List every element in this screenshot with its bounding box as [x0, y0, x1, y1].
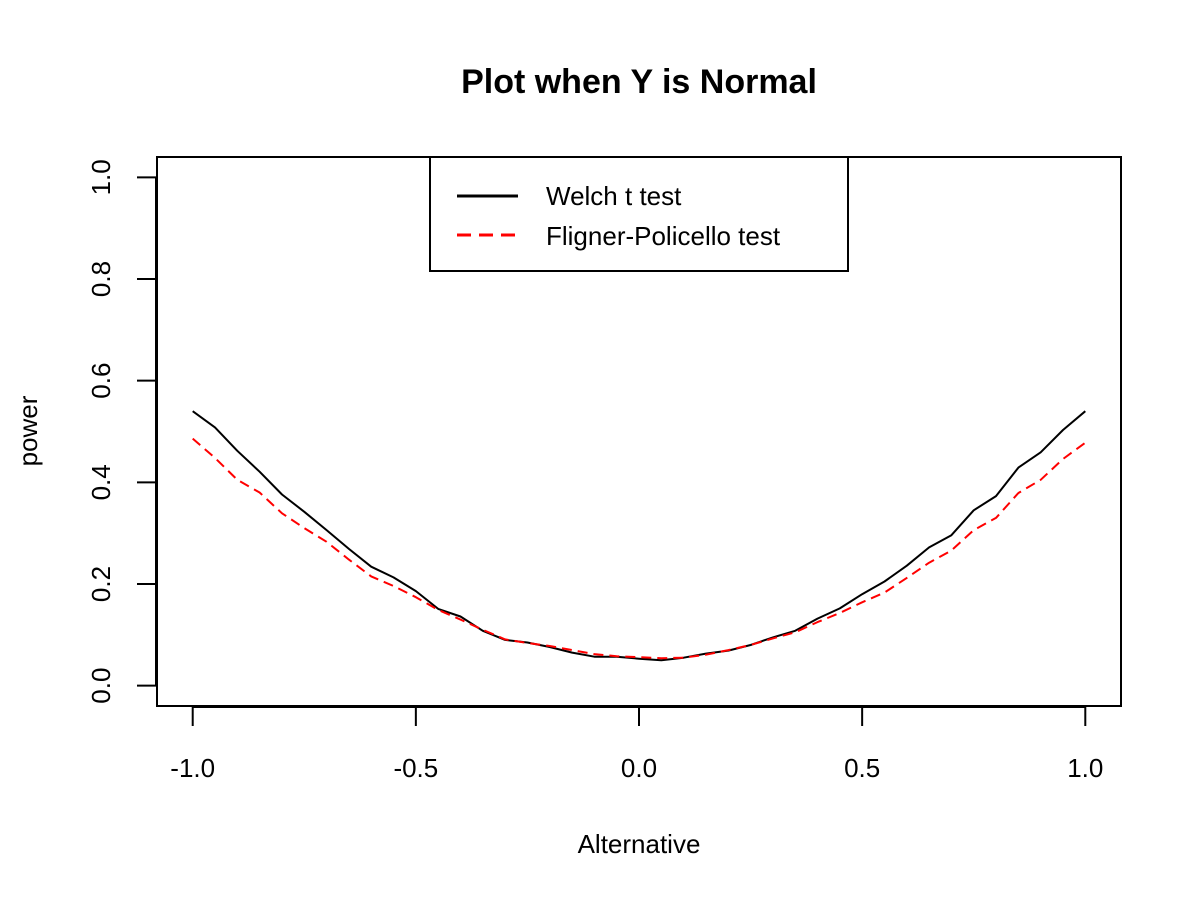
- x-tick-label: -1.0: [170, 753, 215, 783]
- legend-label-fligner-policello-test: Fligner-Policello test: [546, 221, 781, 251]
- chart-title: Plot when Y is Normal: [461, 63, 817, 101]
- y-tick-label: 0.6: [86, 363, 116, 399]
- series-layer: [192, 410, 1086, 662]
- x-tick-label: 1.0: [1067, 753, 1103, 783]
- x-tick-label: 0.5: [844, 753, 880, 783]
- legend: Welch t test Fligner-Policello test: [429, 156, 849, 272]
- y-tick-label: 0.0: [86, 668, 116, 704]
- x-tick-label: 0.0: [621, 753, 657, 783]
- series-line-fligner-policello-test: [192, 437, 1086, 660]
- y-tick-label: 0.4: [86, 464, 116, 500]
- series-line-welch-t-test: [192, 410, 1086, 662]
- x-axis: -1.0 -0.5 0.0 0.5 1.0: [170, 706, 1103, 783]
- x-axis-label: Alternative: [578, 829, 701, 859]
- x-tick-label: -0.5: [393, 753, 438, 783]
- legend-box: [429, 156, 849, 272]
- y-axis-label: power: [13, 395, 43, 466]
- y-tick-label: 0.2: [86, 566, 116, 602]
- y-tick-label: 1.0: [86, 159, 116, 195]
- legend-label-welch-t-test: Welch t test: [546, 181, 682, 211]
- y-axis: 0.0 0.2 0.4 0.6 0.8 1.0: [86, 159, 157, 704]
- y-tick-label: 0.8: [86, 261, 116, 297]
